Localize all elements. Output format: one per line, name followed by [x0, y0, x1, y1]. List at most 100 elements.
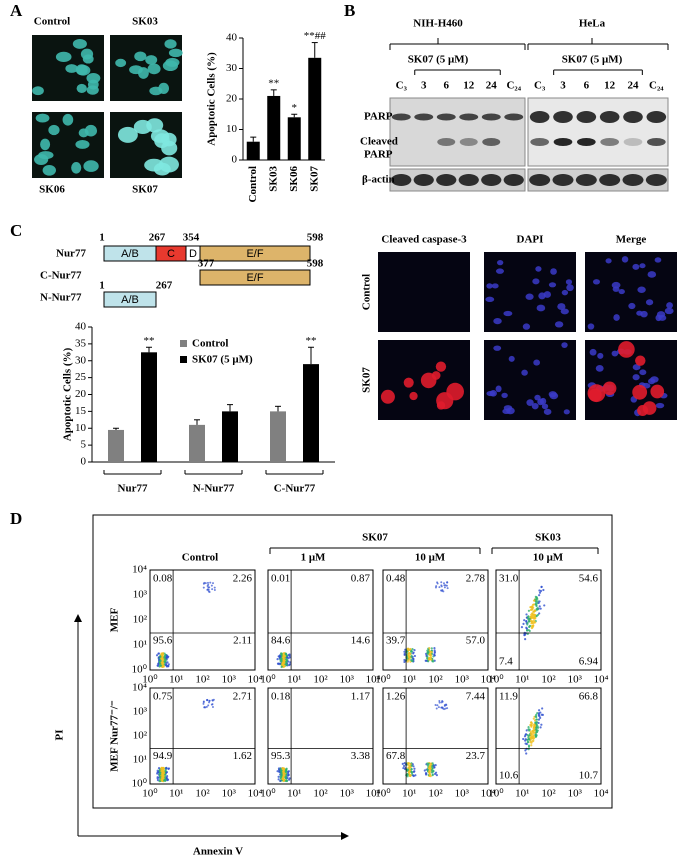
event	[441, 588, 444, 591]
band	[553, 138, 573, 146]
event	[409, 774, 412, 777]
x-tick-label: 10¹	[515, 674, 529, 686]
nucleus	[554, 321, 564, 328]
band	[599, 111, 620, 123]
x-tick-label: 10⁴	[248, 788, 263, 800]
event	[159, 664, 163, 667]
nucleus	[557, 303, 566, 311]
x-tick-label: 10¹	[402, 788, 416, 800]
event	[443, 708, 446, 711]
nucleus	[508, 355, 515, 362]
bar	[308, 57, 322, 161]
y-tick-label: 30	[226, 62, 238, 74]
y-tick-label: 30	[75, 354, 87, 366]
stain	[403, 377, 414, 388]
event	[155, 654, 159, 657]
event	[209, 581, 212, 584]
micrograph	[378, 252, 470, 332]
event	[431, 762, 434, 765]
event	[410, 650, 413, 653]
quadrant-value: 0.75	[153, 691, 173, 703]
nucleus	[639, 263, 646, 269]
bar	[303, 364, 319, 462]
nucleus	[506, 407, 515, 415]
event	[527, 725, 530, 729]
event	[531, 616, 534, 619]
stain	[435, 361, 447, 372]
nucleus	[543, 291, 552, 298]
band	[481, 174, 502, 186]
x-tick-label: 10²	[541, 788, 556, 800]
x-tick-label: 10⁰	[488, 788, 504, 800]
band	[436, 113, 456, 121]
event	[433, 650, 436, 653]
event	[536, 712, 539, 715]
event	[206, 699, 209, 702]
nucleus	[587, 323, 595, 330]
event	[525, 627, 529, 630]
x-tick-label: 10²	[195, 788, 210, 800]
band	[436, 174, 457, 186]
panel-frame	[92, 514, 613, 809]
stain	[635, 355, 646, 366]
y-tick-label: 10	[226, 123, 238, 135]
stain	[632, 384, 648, 400]
nucleus	[621, 256, 629, 263]
row-label: Control	[361, 274, 373, 310]
quadrant-value: 0.08	[153, 573, 173, 585]
nucleus	[147, 63, 161, 75]
quadrant-value: 14.6	[351, 635, 371, 647]
nucleus	[561, 342, 568, 348]
nucleus	[565, 279, 573, 285]
micrograph-label: SK03	[132, 16, 158, 28]
quadrant-value: 23.7	[466, 750, 486, 762]
event	[283, 659, 286, 663]
event	[428, 771, 431, 774]
event	[522, 737, 525, 741]
event	[537, 709, 541, 712]
legend-swatch	[180, 340, 187, 347]
event	[207, 583, 210, 586]
band	[552, 174, 574, 186]
band	[458, 174, 479, 186]
nucleus	[612, 286, 620, 292]
event	[425, 659, 428, 662]
event	[207, 590, 210, 593]
nucleus	[84, 124, 98, 137]
event	[280, 657, 283, 661]
residue: 598	[307, 258, 324, 270]
event	[530, 605, 534, 608]
event	[276, 770, 279, 773]
event	[432, 660, 435, 663]
event	[279, 767, 282, 770]
event	[531, 733, 534, 736]
significance: **	[144, 335, 155, 347]
event	[542, 588, 545, 592]
event	[406, 657, 409, 660]
event	[541, 713, 544, 716]
domain	[199, 269, 311, 286]
event	[528, 624, 532, 627]
band	[622, 174, 644, 186]
event	[283, 654, 287, 658]
event	[430, 650, 433, 654]
nucleus	[566, 284, 574, 292]
nucleus	[76, 83, 87, 93]
quadrant-value: 2.11	[233, 635, 252, 647]
event	[166, 774, 169, 778]
construct: Nur77	[56, 248, 86, 260]
event	[531, 603, 535, 606]
event	[534, 602, 538, 606]
x-tick-label: 10³	[568, 674, 583, 686]
domain-label: A/B	[121, 248, 139, 260]
nucleus	[134, 51, 147, 62]
y-tick-label: 5	[81, 439, 87, 451]
event	[434, 764, 437, 767]
event	[207, 704, 210, 707]
quadrant-value: 31.0	[499, 573, 519, 585]
nucleus	[158, 82, 170, 95]
event	[433, 654, 436, 657]
event	[529, 741, 532, 744]
nucleus	[533, 359, 540, 366]
y-tick-label: 10⁰	[132, 664, 148, 676]
